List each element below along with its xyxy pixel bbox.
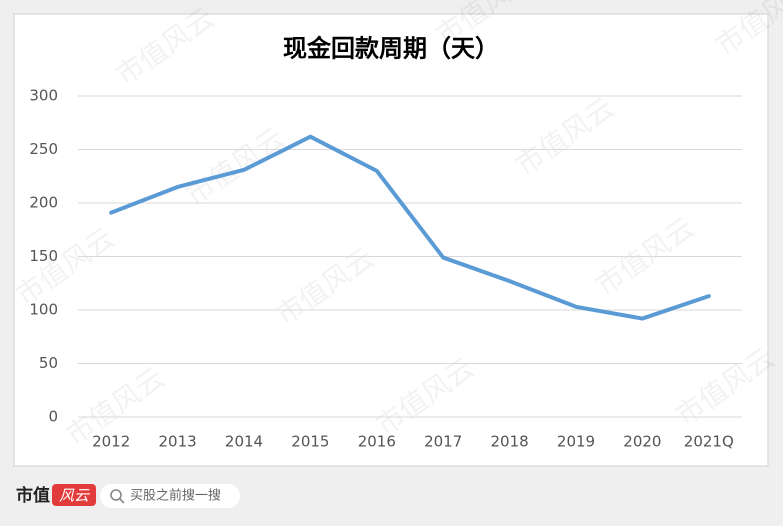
y-tick-label: 200 [29, 194, 58, 212]
y-tick-label: 0 [48, 408, 58, 426]
line [109, 134, 711, 321]
y-tick-label: 150 [29, 247, 58, 265]
x-tick-label: 2017 [424, 433, 462, 451]
x-tick-label: 2012 [92, 433, 130, 451]
x-tick-label: 2019 [557, 433, 595, 451]
chart-title: 现金回款周期（天） [283, 34, 499, 63]
x-tick-label: 2013 [159, 433, 197, 451]
brand: 市值 [16, 485, 50, 506]
chart-card [13, 13, 769, 467]
x-tick-label: 2021Q [684, 433, 734, 451]
x-tick-label: 2018 [491, 433, 529, 451]
x-tick-label: 2020 [623, 433, 661, 451]
search-placeholder[interactable]: 买股之前搜一搜 [130, 488, 221, 504]
brand-badge [52, 484, 96, 506]
y-tick-label: 100 [29, 301, 58, 319]
x-tick-label: 2014 [225, 433, 263, 451]
x-tick-label: 2016 [358, 433, 396, 451]
y-tick-label: 250 [29, 140, 58, 158]
search-icon [110, 489, 122, 501]
brand-accent: 风云 [59, 487, 90, 505]
y-tick-label: 300 [29, 87, 58, 105]
search-box[interactable] [100, 484, 240, 508]
search-icon [119, 498, 125, 504]
plot: 0 50 100 150 200 250 300 2012 2013 2014 2015 2016 20… [29, 87, 742, 451]
y-tick-label: 50 [39, 354, 58, 372]
x-tick-label: 2015 [291, 433, 329, 451]
